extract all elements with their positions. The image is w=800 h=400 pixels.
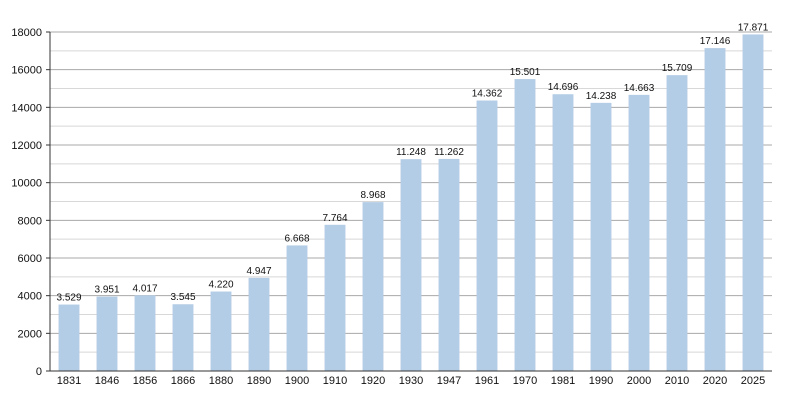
x-tick-label: 1910 xyxy=(323,375,347,387)
x-tick-label: 1970 xyxy=(513,375,537,387)
data-label: 7.764 xyxy=(322,213,347,224)
x-tick-label: 2020 xyxy=(703,375,727,387)
bars xyxy=(58,34,764,372)
bar xyxy=(172,304,194,371)
x-tick-label: 1856 xyxy=(133,375,157,387)
bar xyxy=(286,245,308,371)
y-tick-label: 18000 xyxy=(11,27,42,39)
bar xyxy=(552,94,574,371)
x-tick-label: 2010 xyxy=(665,375,689,387)
data-label: 6.668 xyxy=(284,233,309,244)
data-label: 14.663 xyxy=(624,83,655,94)
x-tick-label: 1900 xyxy=(285,375,309,387)
x-tick-label: 1890 xyxy=(247,375,271,387)
data-labels: 3.529 3.951 4.017 3.545 4.220 4.947 6.668 7.764… xyxy=(56,22,768,303)
data-label: 4.947 xyxy=(246,266,271,277)
x-tick-label: 2025 xyxy=(741,375,765,387)
bar xyxy=(134,295,156,371)
x-tick-label: 1990 xyxy=(589,375,613,387)
bar xyxy=(590,102,612,371)
bar xyxy=(438,158,460,371)
bar xyxy=(210,291,232,371)
data-label: 14.238 xyxy=(586,91,617,102)
axes: 0 2000 4000 6000 8000 10000 12000 14000 16000 180… xyxy=(11,27,772,387)
y-tick-label: 2000 xyxy=(18,328,42,340)
bar xyxy=(248,277,270,371)
x-tick-label: 1831 xyxy=(57,375,81,387)
y-tick-label: 14000 xyxy=(11,102,42,114)
data-label: 11.248 xyxy=(396,147,426,158)
y-tick-label: 6000 xyxy=(18,253,42,265)
data-label: 15.709 xyxy=(662,63,693,74)
data-label: 14.696 xyxy=(548,82,579,93)
y-tick-label: 4000 xyxy=(18,291,42,303)
bar xyxy=(476,100,498,372)
x-tick-label: 1947 xyxy=(437,375,461,387)
bar xyxy=(58,304,80,371)
data-label: 3.545 xyxy=(170,292,195,303)
bar xyxy=(628,94,650,371)
data-label: 15.501 xyxy=(510,67,541,78)
bar xyxy=(96,296,118,371)
data-label: 4.017 xyxy=(132,283,157,294)
bar xyxy=(742,34,764,371)
x-tick-label: 1930 xyxy=(399,375,423,387)
y-tick-label: 0 xyxy=(36,366,42,378)
data-label: 11.262 xyxy=(434,147,464,158)
data-label: 4.220 xyxy=(208,280,233,291)
y-tick-label: 8000 xyxy=(18,215,42,227)
x-tick-label: 1866 xyxy=(171,375,195,387)
bar xyxy=(514,79,536,371)
y-tick-label: 10000 xyxy=(11,178,42,190)
bar xyxy=(362,202,384,371)
y-tick-label: 12000 xyxy=(11,140,42,152)
x-tick-label: 2000 xyxy=(627,375,651,387)
bar xyxy=(400,159,422,371)
x-tick-label: 1920 xyxy=(361,375,385,387)
bar xyxy=(324,224,346,371)
bar xyxy=(666,75,688,372)
bar xyxy=(704,48,726,371)
data-label: 3.951 xyxy=(94,285,119,296)
data-label: 8.968 xyxy=(360,190,385,201)
x-tick-label: 1981 xyxy=(551,375,575,387)
data-label: 17.871 xyxy=(738,22,769,33)
x-tick-label: 1961 xyxy=(475,375,499,387)
data-label: 14.362 xyxy=(472,89,503,100)
y-tick-label: 16000 xyxy=(11,65,42,77)
x-tick-label: 1880 xyxy=(209,375,233,387)
x-tick-label: 1846 xyxy=(95,375,119,387)
data-label: 3.529 xyxy=(56,293,81,304)
data-label: 17.146 xyxy=(700,36,731,47)
